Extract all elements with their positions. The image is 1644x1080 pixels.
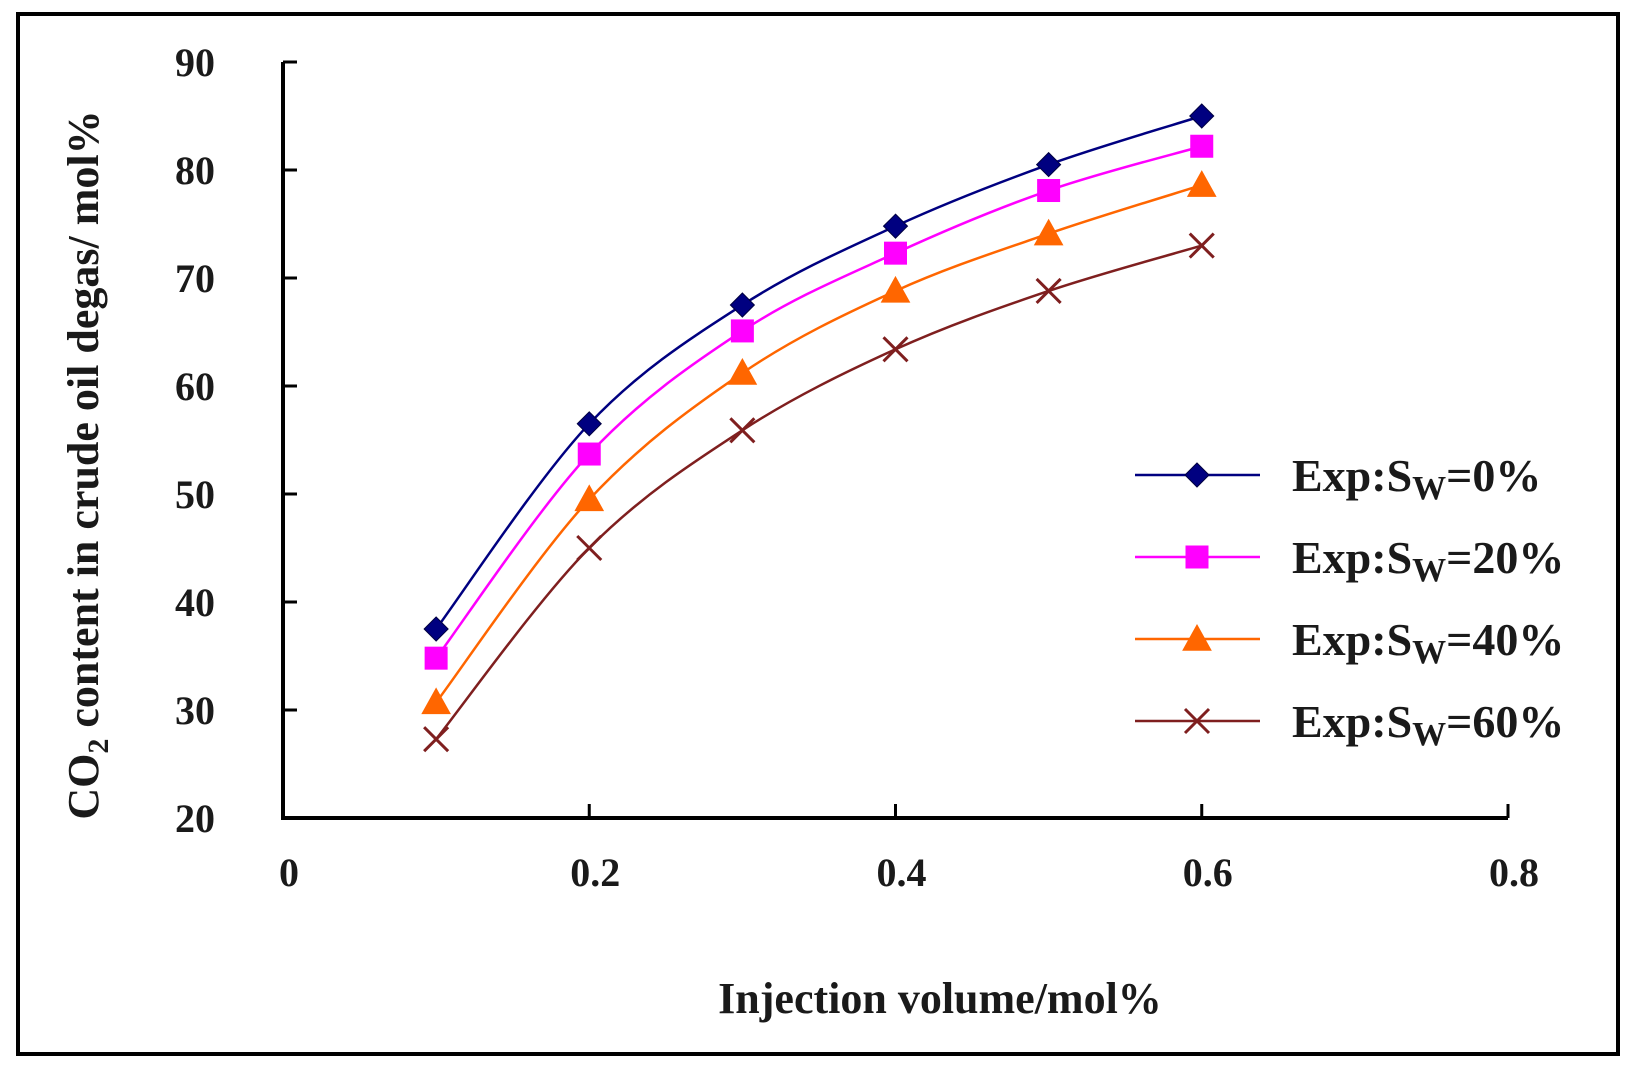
data-point-marker — [729, 292, 756, 318]
legend-item: Exp:SW=0% — [1135, 450, 1541, 507]
data-point-marker — [421, 687, 451, 715]
legend-label: Exp:SW=20% — [1292, 532, 1564, 589]
y-axis-title: CO2 content in crude oil degas/ mol% — [59, 110, 115, 819]
legend: Exp:SW=0% Exp:SW=20% Exp:SW=40% Exp:SW=60% — [1135, 450, 1564, 753]
series-line-0 — [435, 114, 1203, 630]
legend-marker — [1182, 623, 1212, 651]
data-point-marker — [884, 241, 907, 265]
legend-item: Exp:SW=20% — [1135, 532, 1564, 589]
legend-label: Exp:SW=60% — [1292, 696, 1564, 753]
legend-item: Exp:SW=60% — [1135, 696, 1564, 753]
data-point-marker — [1035, 151, 1062, 178]
data-point-marker — [577, 442, 601, 466]
legend-marker — [1184, 462, 1210, 488]
x-axis-title: Injection volume/mol% — [718, 974, 1162, 1023]
y-axis-title-post: content in crude oil degas/ mol% — [59, 110, 108, 738]
x-tick-label: 0.8 — [1489, 850, 1539, 895]
data-point-marker — [1190, 134, 1214, 158]
series-line-1 — [435, 145, 1203, 659]
x-tick-label: 0.4 — [877, 850, 927, 895]
data-point-marker — [882, 336, 909, 363]
legend-item: Exp:SW=40% — [1135, 614, 1564, 671]
legend-marker — [1183, 707, 1211, 735]
y-tick-label: 80 — [175, 148, 215, 193]
y-axis-title-pre: CO — [59, 754, 108, 820]
y-axis-ticks: 20 30 40 50 60 70 80 90 — [175, 40, 297, 841]
x-tick-label: 0.2 — [570, 850, 620, 895]
x-axis-ticks: 0 0.2 0.4 0.6 0.8 — [279, 804, 1539, 895]
data-point-marker — [727, 358, 758, 385]
data-point-marker — [730, 319, 754, 343]
x-tick-label: 0 — [279, 850, 299, 895]
data-point-marker — [1033, 218, 1064, 246]
y-tick-label: 50 — [175, 472, 215, 517]
data-point-marker — [576, 411, 602, 437]
series-line-3 — [435, 244, 1203, 740]
y-tick-label: 40 — [175, 580, 215, 625]
data-point-marker — [576, 534, 603, 562]
data-point-marker — [882, 213, 909, 239]
legend-label: Exp:SW=40% — [1292, 614, 1564, 671]
y-tick-label: 60 — [175, 364, 215, 409]
legend-marker — [1185, 545, 1209, 569]
y-axis-title-sub: 2 — [82, 739, 115, 754]
y-tick-label: 20 — [175, 796, 215, 841]
data-point-marker — [424, 646, 448, 670]
y-tick-label: 70 — [175, 256, 215, 301]
data-point-marker — [423, 616, 449, 642]
data-point-marker — [423, 726, 450, 753]
y-tick-label: 30 — [175, 688, 215, 733]
data-point-marker — [1189, 103, 1215, 129]
legend-label: Exp:SW=0% — [1292, 450, 1541, 507]
data-point-marker — [1188, 232, 1215, 259]
data-point-marker — [1035, 277, 1062, 305]
data-point-marker — [574, 484, 605, 512]
series-markers — [421, 103, 1217, 753]
data-point-marker — [1037, 179, 1061, 203]
x-tick-label: 0.6 — [1183, 850, 1233, 895]
data-point-marker — [1186, 170, 1217, 197]
data-point-marker — [729, 417, 756, 444]
series-lines — [435, 114, 1203, 740]
y-tick-label: 90 — [175, 40, 215, 85]
data-point-marker — [880, 275, 911, 303]
